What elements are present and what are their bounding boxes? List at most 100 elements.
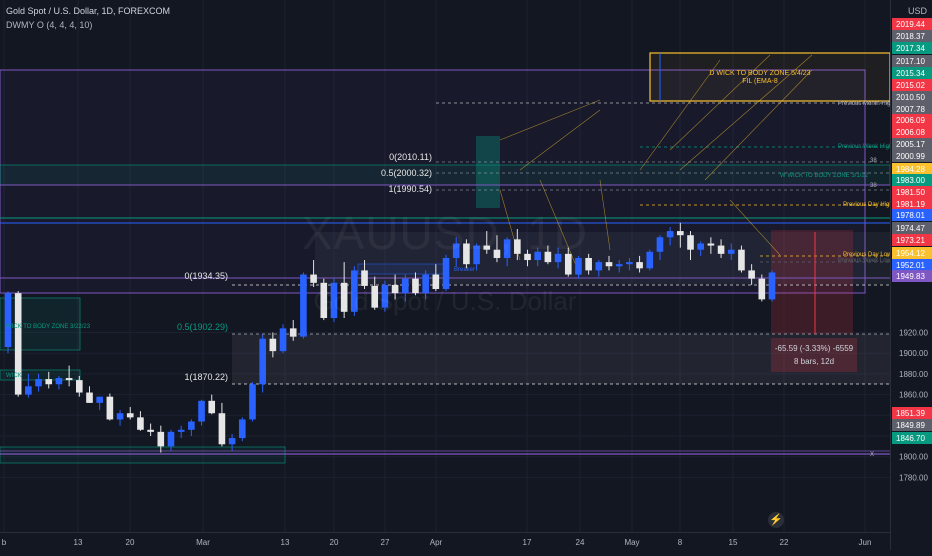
candle-body [514, 239, 521, 254]
candle [432, 264, 440, 292]
candle [503, 237, 511, 267]
price-chart[interactable]: 0(2010.11) 0.5(2000.32) 1(1990.54) 0(1934.3… [0, 0, 894, 532]
price-label-bg [892, 114, 932, 126]
candle [412, 272, 419, 296]
candle [463, 239, 470, 269]
candle-body [717, 245, 725, 254]
price-label-text: 1849.89 [896, 421, 925, 430]
candle [45, 371, 53, 389]
candle [157, 425, 165, 453]
candle [320, 278, 328, 321]
price-label: 1954.12 [892, 247, 932, 259]
candle-body [707, 243, 715, 246]
candle-body [656, 237, 664, 252]
candle [687, 231, 694, 261]
price-label-text: 1974.47 [896, 224, 925, 233]
price-label-text: 2006.08 [896, 128, 925, 137]
annotation-label: 0.5(2000.32) [381, 168, 432, 178]
candle-body [697, 243, 705, 250]
candle [65, 365, 73, 387]
price-label-text: 1981.19 [896, 200, 925, 209]
price-label: 2015.34 [892, 67, 932, 79]
candle [473, 243, 480, 271]
candle [14, 291, 22, 397]
candle-body [493, 249, 501, 258]
price-label-bg [892, 247, 932, 259]
candle-body [55, 378, 63, 385]
fib-zone [232, 334, 890, 384]
projection-line [669, 54, 771, 151]
candle [656, 235, 664, 261]
projection-line [519, 109, 601, 171]
price-tick-label: 1800.00 [899, 453, 928, 462]
candle [391, 274, 399, 300]
price-label-bg [892, 259, 932, 271]
tradingview-logo-icon[interactable]: ⚡ [768, 512, 784, 528]
candle [544, 245, 552, 265]
candle-body [575, 257, 582, 275]
candle [595, 260, 603, 277]
candle [300, 272, 307, 339]
price-label: 2010.50 [892, 91, 932, 103]
price-label: 1974.47 [892, 222, 932, 234]
candle-body [45, 379, 53, 385]
price-label-text: 2018.37 [896, 32, 925, 41]
candle-body [249, 384, 256, 420]
candle-body [259, 338, 266, 385]
price-label-text: 1846.70 [896, 434, 925, 443]
price-label: 1846.70 [892, 432, 932, 444]
annotation-label: W WICK TO BODY ZONE 3/1/22 [780, 173, 869, 179]
weekly-wick-zone [0, 164, 891, 186]
price-label-text: 1954.12 [896, 249, 925, 258]
candle [116, 410, 124, 426]
candle [707, 237, 715, 254]
annotation-label: Previous Week Low [838, 258, 890, 264]
candle-body [748, 270, 755, 279]
projection-line [499, 99, 601, 141]
price-axis[interactable]: USD 1780.001800.001820.001840.001860.001… [890, 0, 932, 550]
candle [106, 393, 114, 421]
price-label-text: 1851.39 [896, 409, 925, 418]
candle-body [483, 245, 491, 250]
time-tick-label: Mar [196, 538, 210, 547]
wick-zone-bottom [0, 446, 286, 464]
annotation-label: 1(1870.22) [184, 372, 228, 382]
annotation-label: FIL (EMA-8 [742, 78, 778, 85]
candle [188, 419, 195, 436]
candle [615, 260, 623, 273]
price-label-text: 1978.01 [896, 211, 925, 220]
candle [167, 429, 175, 451]
time-axis[interactable]: b 13 20 Mar 13 20 27 Apr 17 24 May 8 15 22 Jun [0, 532, 890, 551]
candle-body [4, 293, 12, 347]
candle [452, 237, 460, 267]
symbol-title[interactable]: Gold Spot / U.S. Dollar, 1D, FOREXCOM [6, 6, 171, 16]
candle [534, 247, 542, 267]
measure-bars: 8 bars, 12d [793, 357, 835, 366]
candle-body [330, 282, 338, 319]
indicator-label[interactable]: DWMY O (4, 4, 4, 10) [6, 20, 93, 30]
time-scale[interactable]: b 13 20 Mar 13 20 27 Apr 17 24 May 8 15 22 Jun [0, 533, 890, 551]
candle-body [391, 284, 399, 294]
measure-stats: -65.59 (-3.33%) -6559 8 bars, 12d [771, 338, 857, 372]
candle [483, 231, 491, 254]
candle [75, 375, 83, 397]
candle-body [289, 328, 297, 337]
candle-body [615, 264, 623, 267]
price-label-bg [892, 150, 932, 162]
chart-area[interactable]: 0(2010.11) 0.5(2000.32) 1(1990.54) 0(1934.3… [0, 0, 894, 532]
candle-body [126, 413, 134, 418]
candle [96, 396, 103, 411]
candle-body [677, 231, 684, 236]
time-tick-label: 8 [678, 538, 683, 547]
price-label-bg [892, 55, 932, 67]
annotation-label: Previous Day High [843, 202, 890, 208]
candle [25, 373, 32, 398]
price-scale[interactable]: 1780.001800.001820.001840.001860.001880.… [891, 0, 932, 550]
price-label: 1849.89 [892, 419, 932, 431]
price-label: 2019.44 [892, 18, 932, 30]
candle-body [228, 438, 236, 445]
projection-line [704, 69, 813, 181]
time-tick-label: Apr [430, 538, 443, 547]
candle-body [218, 413, 226, 445]
price-label-bg [892, 79, 932, 91]
